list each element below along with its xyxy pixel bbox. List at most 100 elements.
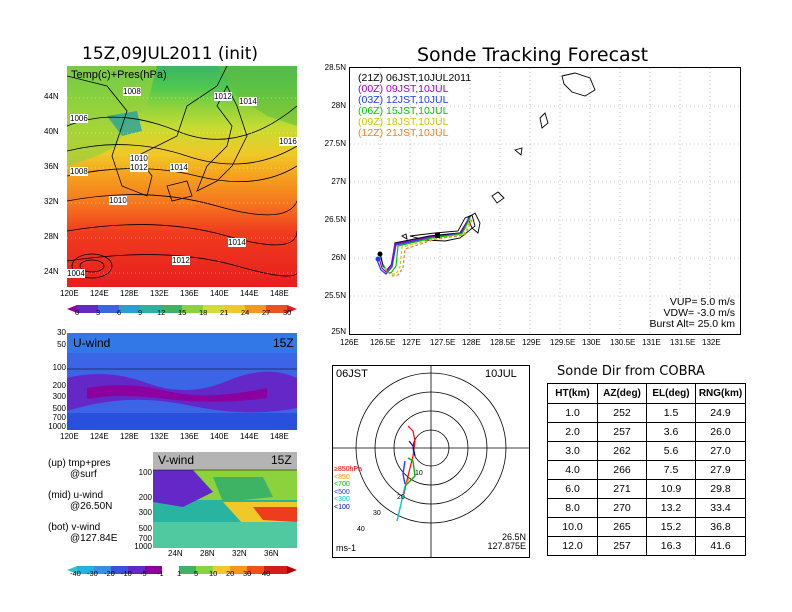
legend-entry-09z: (09Z) 18JST,10JUL [358,116,449,128]
table-cell: 2.0 [547,422,598,442]
lon-tick: 131E [642,338,661,347]
lat-tick: 40N [44,127,59,136]
lon-tick: 128E [120,289,139,298]
table-cell: 4.0 [547,460,598,480]
col-rng: RNG(km) [695,383,746,404]
table-cell: 5.6 [646,441,696,461]
lon-tick: 130.5E [610,338,636,347]
table-cell: 10.0 [547,517,598,537]
table-cell: 15.2 [646,517,696,537]
lat-tick: 27.5N [324,139,346,148]
hodo-location: 26.5N 127.875E [487,533,526,551]
u-wind-label: U-wind [73,336,111,350]
table-cell: 24.9 [695,403,746,423]
u-pressure-axis: 30 50 100 200 300 500 700 1000 [46,328,66,436]
lat-tick: 28N [331,101,346,110]
lat-tick: 25.5N [324,291,346,300]
lon-tick: 130E [582,338,601,347]
lon-tick: 124E [90,432,109,441]
colorbar-tick: 30 [243,569,252,578]
colorbar-tick: 24 [241,308,250,317]
isobar-label: 1016 [279,137,297,146]
table-cell: 6.0 [547,479,598,499]
table-cell: 265 [597,517,647,537]
ring-label: 40 [357,526,365,533]
table-cell: 257 [597,536,647,556]
table-cell: 1.5 [646,403,696,423]
v-lat-axis: 24N 28N 32N 36N [160,549,300,559]
p-tick: 30 [57,328,66,337]
lon-tick: 144E [240,432,259,441]
colorbar-tick: 6 [117,308,122,317]
hodo-units: ms-1 [336,543,356,553]
colorbar-tick: -5 [140,569,147,578]
colorbar-tick: 21 [220,308,229,317]
ring-label: 30 [373,510,381,517]
isobar-label: 1004 [67,269,85,278]
lon-tick: 128E [462,338,481,347]
lon-tick: 148E [270,289,289,298]
isobar-label: 1008 [70,167,88,176]
note-line: @26.50N [70,501,113,512]
table-row: 12.0 257 16.3 41.6 [547,536,746,556]
colorbar-tick: 12 [157,308,166,317]
level-100: <100 [334,503,350,511]
table-cell: 3.0 [547,441,598,461]
colorbar-tick: -20 [104,569,115,578]
colorbar-tick: 0 [75,308,80,317]
lon-tick: 132E [150,289,169,298]
isobar-label: 1008 [123,87,141,96]
table-row: 4.0 266 7.5 27.9 [547,460,746,480]
lon-tick: 126.5E [370,338,396,347]
isobar-label: 1012 [130,163,148,172]
table-row: 10.0 265 15.2 36.8 [547,517,746,537]
lon-tick: 140E [210,289,229,298]
table-cell: 16.3 [646,536,696,556]
table-row: 3.0 262 5.6 27.0 [547,441,746,461]
temp-map-plot [66,65,299,287]
p-tick: 100 [52,363,66,372]
lon-tick: 127E [402,338,421,347]
isobar-label: 1014 [170,163,188,172]
lon-tick: 129E [522,338,541,347]
lon-tick: 127.5E [430,338,456,347]
col-el: EL(deg) [646,383,696,404]
lat-tick: 24N [44,267,59,276]
colorbar-tick: 40 [262,569,271,578]
colorbar-tick: 10 [209,569,218,578]
v-pressure-axis: 100 200 300 500 700 1000 [130,468,152,554]
temp-pres-map: Temp(c)+Pres(hPa) 1008 1006 1012 1014 10… [66,65,299,287]
note-line: (bot) v-wind [48,522,101,533]
lon-tick: 120E [60,289,79,298]
lat-tick: 28N [44,232,59,241]
vup-param: VUP= 5.0 m/s [669,296,735,308]
legend-entry-12z: (12Z) 21JST,10JUL [358,127,449,139]
p-tick: 1000 [48,422,66,431]
table-cell: 1.0 [547,403,598,423]
table-cell: 10.9 [646,479,696,499]
hodo-time: 06JST [336,368,368,380]
track-map: (21Z) 06JST,10JUL2011 (00Z) 09JST,10JUL … [349,67,741,335]
v-wind-label: V-wind [158,453,195,467]
colorbar-tick: -10 [121,569,132,578]
colorbar-tick: 9 [138,308,143,317]
lon-tick: 124E [90,289,109,298]
v-colorbar: -40 -30 -20 -10 -5 -1 1 5 10 20 30 40 [67,561,297,579]
table-cell: 262 [597,441,647,461]
lon-tick: 128.5E [490,338,516,347]
lon-tick: 128E [120,432,139,441]
lat-tick: 36N [44,162,59,171]
table-cell: 41.6 [695,536,746,556]
launch-params: VUP= 5.0 m/s VDW= -3.0 m/s Burst Alt= 25… [650,297,736,330]
hodograph-plot [333,366,529,557]
hodo-date: 10JUL [485,368,517,380]
table-cell: 266 [597,460,647,480]
level-500: <500 [334,488,350,496]
note-line: (up) tmp+pres [48,458,111,469]
lat-tick: 27N [331,177,346,186]
lon-tick: 129.5E [550,338,576,347]
isobar-label: 1010 [130,154,148,163]
level-850: <850 [334,473,350,481]
temp-colorbar-swatches [67,305,297,313]
lat-tick: 26.5N [324,215,346,224]
